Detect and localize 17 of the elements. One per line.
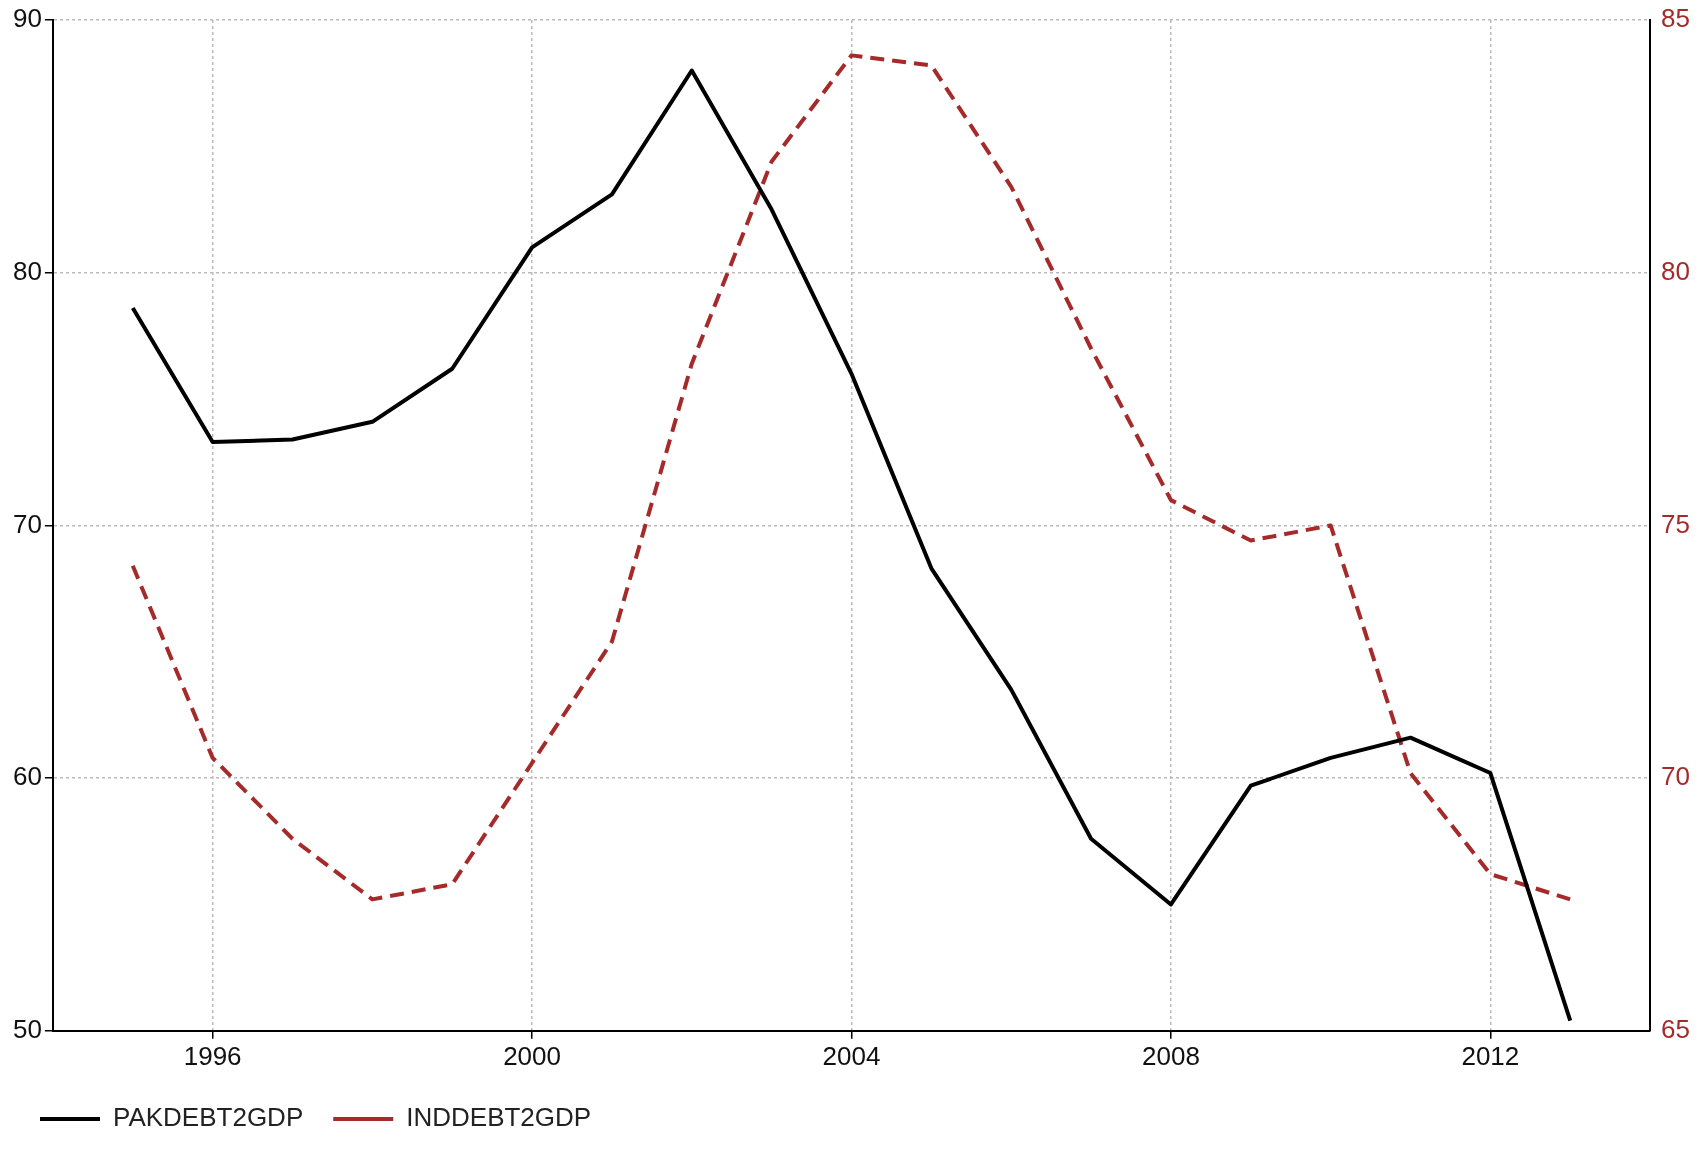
- y2-tick-label: 65: [1661, 1013, 1690, 1044]
- legend-label: INDDEBT2GDP: [406, 1102, 592, 1133]
- y-tick-label: 90: [13, 3, 42, 34]
- legend-label: PAKDEBT2GDP: [113, 1102, 304, 1133]
- y2-tick-label: 85: [1661, 3, 1690, 34]
- x-tick-label: 1996: [183, 1040, 242, 1071]
- y2-tick-label: 75: [1661, 508, 1690, 539]
- y2-tick-label: 70: [1661, 761, 1690, 792]
- x-tick-label: 2004: [822, 1040, 881, 1071]
- y-tick-label: 70: [13, 508, 42, 539]
- x-tick-label: 2000: [503, 1040, 561, 1071]
- y-tick-label: 60: [13, 761, 42, 792]
- y-tick-label: 80: [13, 255, 42, 286]
- y-tick-label: 50: [13, 1013, 42, 1044]
- x-tick-label: 2008: [1142, 1040, 1200, 1071]
- y2-tick-label: 80: [1661, 255, 1690, 286]
- x-tick-label: 2012: [1461, 1040, 1520, 1071]
